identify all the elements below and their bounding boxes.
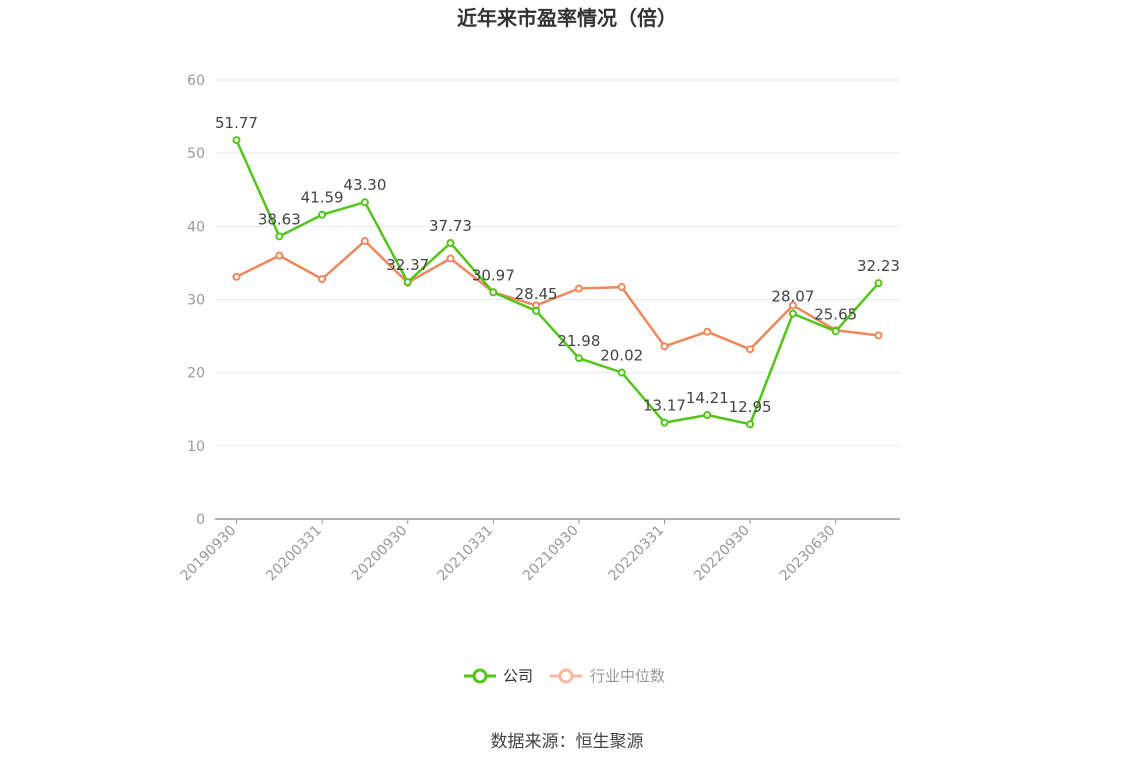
series-layer — [232, 136, 883, 429]
data-label-company: 14.21 — [686, 389, 729, 407]
data-label-company: 28.07 — [771, 288, 814, 306]
data-point-industry — [874, 331, 883, 340]
data-label-company: 20.02 — [600, 347, 643, 365]
data-point-company — [874, 279, 883, 288]
data-point-industry — [360, 236, 369, 245]
data-point-company — [574, 354, 583, 363]
data-label-company: 25.65 — [814, 305, 857, 323]
data-point-company — [532, 306, 541, 315]
data-point-company — [788, 309, 797, 318]
series-line-company — [235, 139, 880, 426]
data-label-company: 21.98 — [557, 332, 600, 350]
data-point-company — [446, 238, 455, 247]
data-point-industry — [232, 272, 241, 281]
data-point-company — [403, 278, 412, 287]
legend-company-label: 公司 — [503, 667, 533, 685]
data-point-company — [360, 198, 369, 207]
chart-title: 近年来市盈率情况（倍） — [457, 6, 677, 30]
x-tick-label: 20220331 — [606, 523, 668, 585]
x-tick-label: 20210930 — [520, 523, 582, 585]
y-tick-label: 50 — [187, 146, 205, 162]
data-point-company — [831, 327, 840, 336]
data-label-company: 51.77 — [215, 114, 258, 132]
data-label-company: 12.95 — [729, 398, 772, 416]
y-tick-label: 40 — [187, 219, 205, 235]
data-label-company: 32.23 — [857, 257, 900, 275]
data-point-company — [232, 136, 241, 145]
data-label-company: 37.73 — [429, 217, 472, 235]
legend-company-marker-icon — [472, 668, 488, 684]
data-point-company — [318, 210, 327, 219]
data-point-industry — [617, 283, 626, 292]
data-point-industry — [574, 284, 583, 293]
data-point-company — [746, 420, 755, 429]
data-label-company: 30.97 — [472, 266, 515, 284]
data-source: 数据来源：恒生聚源 — [491, 732, 644, 752]
y-tick-label: 20 — [187, 366, 205, 382]
y-tick-label: 30 — [187, 293, 205, 309]
data-label-company: 28.45 — [515, 285, 558, 303]
y-tick-label: 60 — [187, 73, 205, 89]
data-point-company — [703, 411, 712, 420]
y-axis: 0 10 20 30 40 50 60 — [187, 73, 205, 528]
data-point-company — [660, 418, 669, 427]
y-tick-label: 10 — [187, 439, 205, 455]
x-tick-label: 20200930 — [349, 523, 411, 585]
data-label-company: 13.17 — [643, 397, 686, 415]
data-point-industry — [660, 342, 669, 351]
data-label-company: 38.63 — [258, 210, 301, 228]
data-point-company — [617, 368, 626, 377]
legend-item-industry[interactable]: 行业中位数 — [550, 667, 665, 685]
data-label-company: 41.59 — [301, 189, 344, 207]
x-tick-label: 20230630 — [777, 523, 839, 585]
data-point-industry — [788, 301, 797, 310]
data-point-industry — [275, 251, 284, 260]
legend[interactable]: 公司 行业中位数 — [464, 667, 665, 685]
data-point-industry — [703, 327, 712, 336]
data-point-company — [275, 232, 284, 241]
data-label-company: 43.30 — [343, 176, 386, 194]
x-tick-label: 20200331 — [263, 523, 325, 585]
series-line-industry — [235, 239, 879, 351]
legend-industry-label: 行业中位数 — [590, 667, 665, 685]
x-tick-label: 20220930 — [691, 523, 753, 585]
legend-item-company[interactable]: 公司 — [464, 667, 533, 685]
data-point-industry — [746, 345, 755, 354]
data-point-industry — [446, 254, 455, 263]
data-label-company: 32.37 — [386, 256, 429, 274]
data-point-industry — [318, 275, 327, 284]
grid-lines — [215, 79, 900, 447]
y-tick-label: 0 — [196, 512, 205, 528]
data-point-company — [489, 288, 498, 297]
x-tick-label: 20210331 — [434, 523, 496, 585]
x-tick-label: 20190930 — [178, 523, 240, 585]
x-axis: 20190930 20200331 20200930 20210331 20210930… — [178, 518, 900, 585]
legend-industry-marker-icon — [558, 668, 574, 684]
